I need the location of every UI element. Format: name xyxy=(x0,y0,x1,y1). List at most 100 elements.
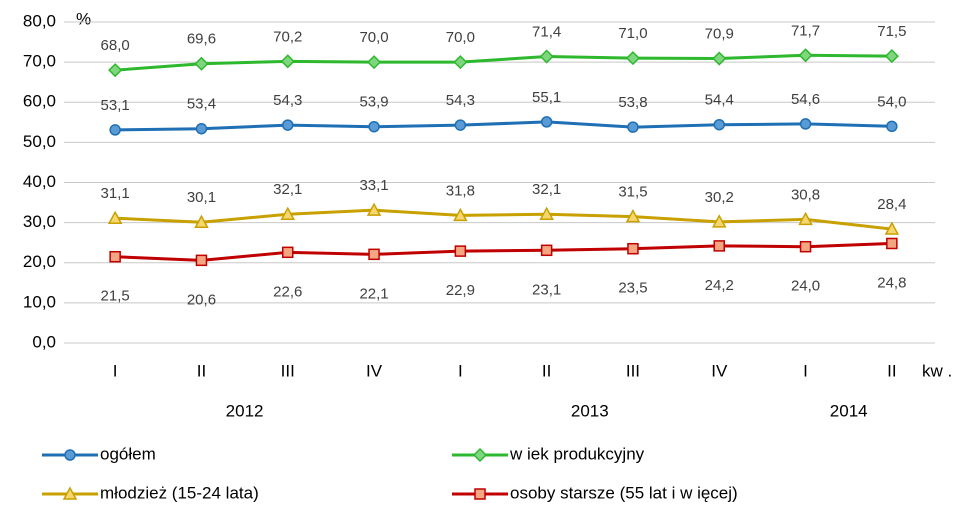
x-tick-label: I xyxy=(458,361,463,380)
x-tick-label: III xyxy=(626,361,640,380)
y-tick-label: 10,0 xyxy=(23,292,56,311)
data-point xyxy=(109,250,121,263)
series-line xyxy=(115,241,892,262)
series-line xyxy=(115,120,892,132)
data-label: 53,8 xyxy=(618,94,647,111)
year-label: 2012 xyxy=(226,401,264,420)
data-label: 71,4 xyxy=(532,23,561,40)
y-tick-label: 0,0 xyxy=(32,332,56,351)
data-point xyxy=(280,206,296,220)
x-tick-label: I xyxy=(803,361,808,380)
legend-marker xyxy=(64,449,76,461)
y-tick-label: 20,0 xyxy=(23,252,56,271)
series-line xyxy=(115,53,892,72)
data-point xyxy=(366,55,382,70)
legend-marker xyxy=(62,486,78,500)
x-tick-label: II xyxy=(197,361,206,380)
data-point xyxy=(109,124,121,136)
data-point xyxy=(798,48,813,63)
data-point xyxy=(799,118,812,130)
data-label: 22,6 xyxy=(273,283,302,300)
data-point xyxy=(886,237,898,250)
y-tick-label: 80,0 xyxy=(23,11,56,30)
data-point xyxy=(282,246,294,259)
data-label: 54,0 xyxy=(877,93,906,110)
data-label: 54,3 xyxy=(446,92,475,109)
data-point xyxy=(799,240,812,253)
year-label: 2014 xyxy=(830,401,868,420)
data-point xyxy=(368,248,380,261)
data-point xyxy=(539,49,554,64)
data-label: 23,5 xyxy=(618,280,647,297)
data-label: 20,6 xyxy=(187,291,216,308)
year-label: 2013 xyxy=(571,401,609,420)
data-point xyxy=(884,221,900,235)
data-label: 54,4 xyxy=(705,92,734,109)
data-label: 24,8 xyxy=(877,274,906,291)
x-axis-label: kw . xyxy=(922,361,952,380)
data-point xyxy=(884,49,899,64)
data-point xyxy=(454,119,467,131)
data-label: 69,6 xyxy=(187,31,216,48)
data-label: 30,2 xyxy=(705,189,734,206)
data-point xyxy=(712,51,727,66)
data-point xyxy=(366,202,382,216)
data-label: 22,9 xyxy=(446,282,475,299)
legend-marker xyxy=(474,488,486,500)
data-label: 54,3 xyxy=(273,92,302,109)
x-tick-label: IV xyxy=(366,361,383,380)
data-label: 54,6 xyxy=(791,91,820,108)
legend-label: osoby starsze (55 lat i w ięcej) xyxy=(510,483,738,502)
data-point xyxy=(627,242,639,255)
x-tick-label: II xyxy=(887,361,896,380)
data-label: 53,4 xyxy=(187,96,216,113)
data-label: 70,0 xyxy=(359,29,388,46)
data-label: 31,5 xyxy=(618,184,647,201)
data-label: 71,5 xyxy=(877,23,906,40)
legend-marker xyxy=(472,447,488,463)
data-label: 68,0 xyxy=(101,37,130,54)
data-label: 22,1 xyxy=(359,285,388,302)
data-label: 32,1 xyxy=(273,181,302,198)
x-tick-label: IV xyxy=(711,361,728,380)
legend-label: ogółem xyxy=(100,444,156,463)
data-point xyxy=(540,244,553,257)
legend-label: młodzież (15-24 lata) xyxy=(100,483,259,502)
x-tick-label: I xyxy=(113,361,118,380)
data-point xyxy=(280,54,295,69)
x-tick-label: III xyxy=(281,361,295,380)
data-point xyxy=(194,214,209,228)
data-point xyxy=(711,214,727,228)
data-point xyxy=(539,206,554,220)
data-point xyxy=(625,51,641,66)
data-label: 24,2 xyxy=(705,277,734,294)
x-tick-label: II xyxy=(542,361,551,380)
data-label: 32,1 xyxy=(532,181,561,198)
y-tick-label: 60,0 xyxy=(23,92,56,111)
data-point xyxy=(368,120,380,133)
data-point xyxy=(454,245,467,257)
data-label: 31,1 xyxy=(101,185,130,202)
data-label: 30,8 xyxy=(791,186,820,203)
data-point xyxy=(107,210,123,224)
data-point xyxy=(453,55,468,70)
data-label: 33,1 xyxy=(359,177,388,194)
data-point xyxy=(625,209,641,223)
data-label: 70,9 xyxy=(705,25,734,42)
data-point xyxy=(453,207,468,222)
data-label: 71,7 xyxy=(791,22,820,39)
y-tick-label: 30,0 xyxy=(23,212,56,231)
data-label: 23,1 xyxy=(532,281,561,298)
data-label: 53,9 xyxy=(359,94,388,111)
data-point xyxy=(627,121,639,133)
y-axis-label: % xyxy=(76,9,91,28)
y-tick-label: 50,0 xyxy=(23,132,56,151)
data-point xyxy=(886,120,898,133)
data-point xyxy=(713,240,725,252)
data-label: 70,2 xyxy=(273,28,302,45)
data-label: 55,1 xyxy=(532,89,561,106)
data-label: 53,1 xyxy=(101,97,130,114)
y-tick-label: 70,0 xyxy=(23,52,56,71)
data-point xyxy=(194,56,209,71)
